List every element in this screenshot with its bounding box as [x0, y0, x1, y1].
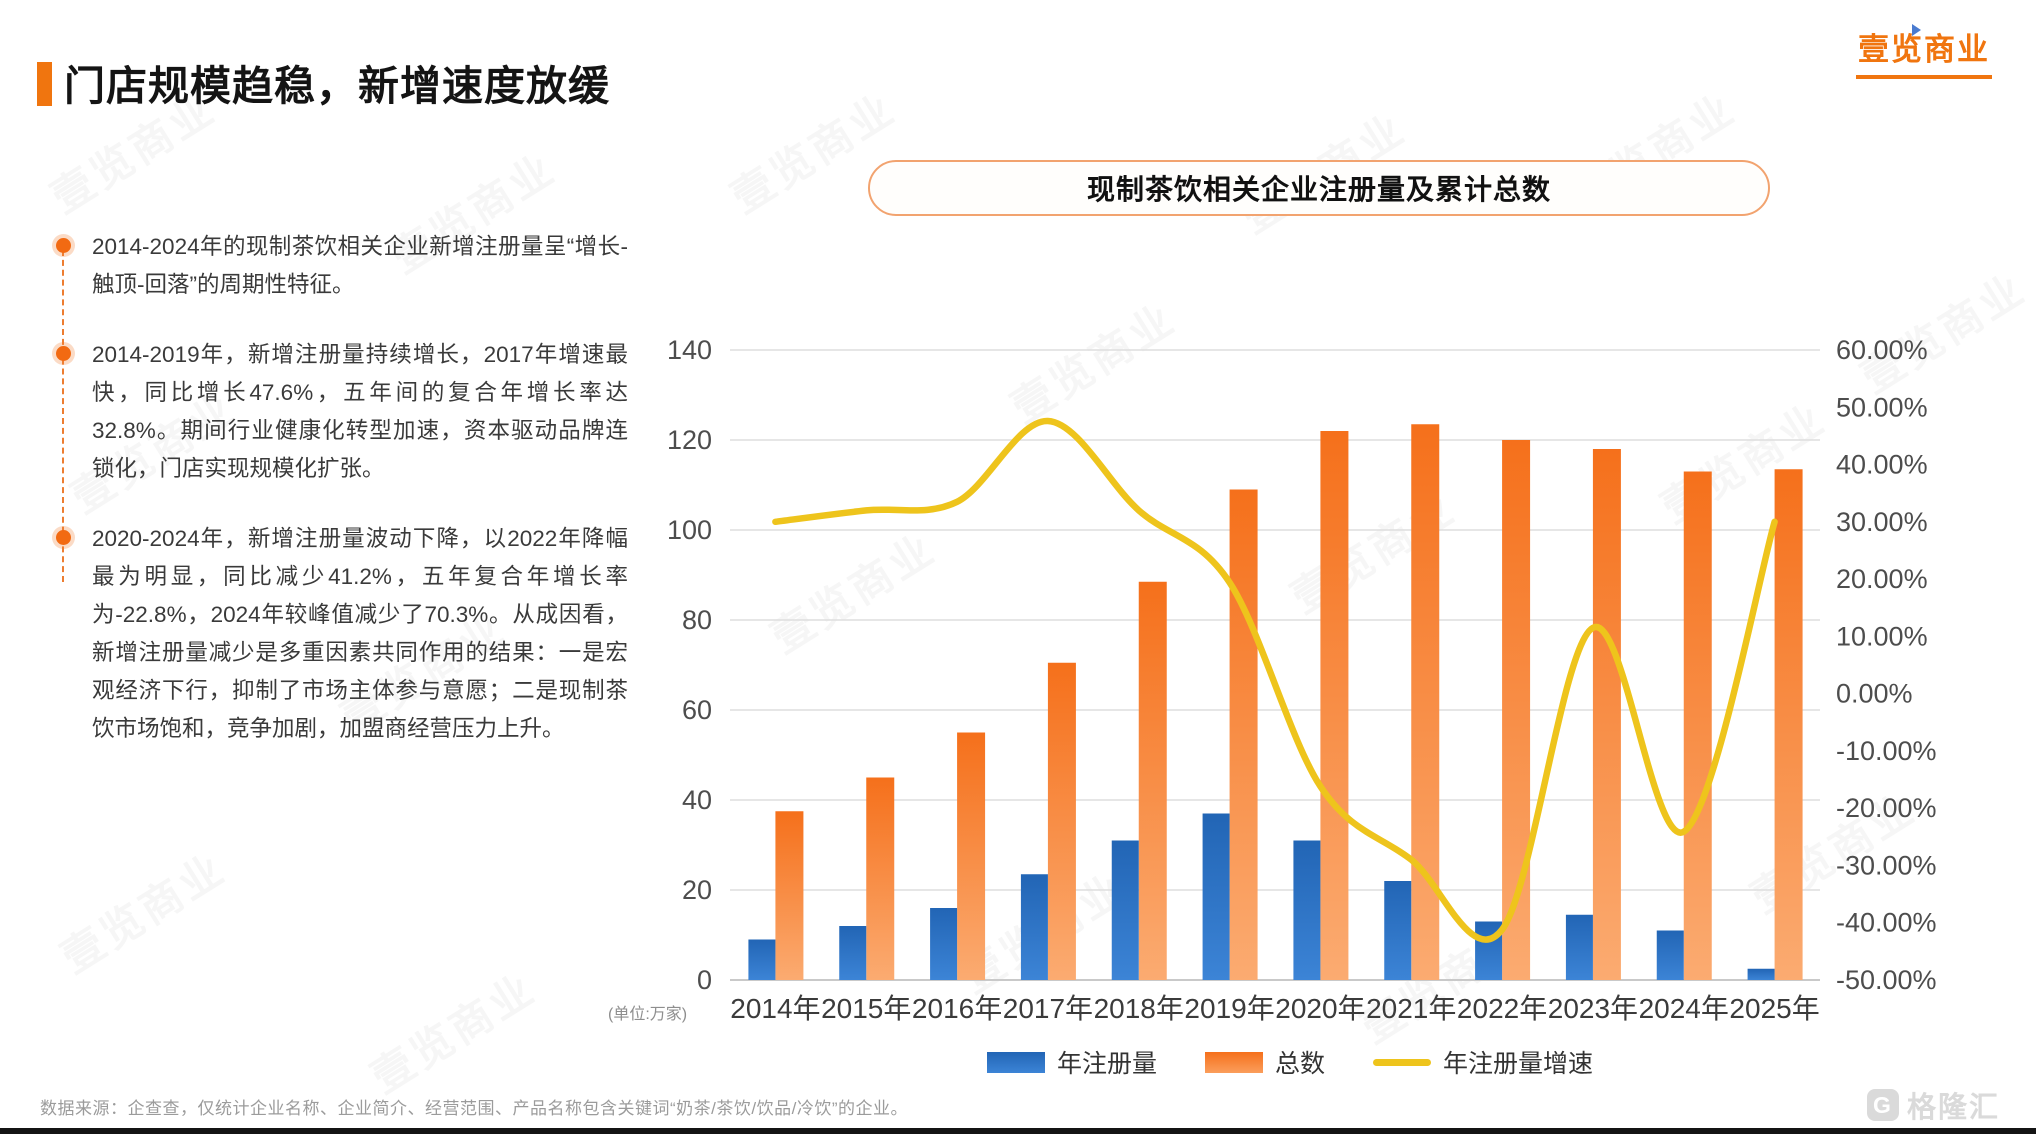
brand-logo-text: 壹览商业 [1858, 32, 1990, 67]
bar-total [1592, 449, 1621, 980]
legend-item-growth: 年注册量增速 [1373, 1044, 1593, 1080]
svg-text:-20.00%: -20.00% [1836, 793, 1937, 823]
bar-annual [1384, 881, 1412, 980]
svg-text:2014年: 2014年 [730, 993, 820, 1024]
svg-text:10.00%: 10.00% [1836, 621, 1928, 651]
svg-text:2016年: 2016年 [912, 993, 1002, 1024]
bar-annual [1293, 840, 1321, 980]
svg-text:2021年: 2021年 [1366, 993, 1456, 1024]
bar-total [775, 811, 804, 980]
chart-title: 现制茶饮相关企业注册量及累计总数 [868, 160, 1770, 216]
svg-text:80: 80 [682, 605, 712, 635]
bar-annual [1656, 930, 1684, 980]
bullet-dot-icon [56, 530, 71, 545]
svg-text:2015年: 2015年 [821, 993, 911, 1024]
growth-line [772, 417, 1778, 943]
gridlines: 0 20 40 60 80 100 120 140 [667, 335, 1820, 995]
bar-total [1229, 489, 1258, 980]
bullet-dot-icon [56, 238, 71, 253]
bar-total [866, 777, 895, 980]
watermark: 壹览商业 [363, 964, 545, 1102]
svg-text:2017年: 2017年 [1003, 993, 1093, 1024]
bottom-edge-bar [0, 1128, 2036, 1134]
combo-chart: 0 20 40 60 80 100 120 140 60.00% 50.00% 40.00% 30.0… [667, 335, 1937, 1024]
svg-text:60: 60 [682, 695, 712, 725]
bars-total [775, 424, 1803, 980]
svg-text:2025年: 2025年 [1729, 993, 1819, 1024]
x-axis-labels: 2014年 2015年 2016年 2017年 2018年 2019年 2020年 2021年… [730, 993, 1819, 1024]
bullet-dot-icon [56, 346, 71, 361]
bar-total [1047, 662, 1076, 980]
bullet-item: 2014-2019年，新增注册量持续增长，2017年增速最快，同比增长47.6%… [56, 336, 628, 488]
bar-annual [839, 926, 867, 980]
svg-text:60.00%: 60.00% [1836, 335, 1928, 365]
bullet-text: 2020-2024年，新增注册量波动下降，以2022年降幅最为明显，同比减少41… [92, 526, 628, 741]
bar-annual [1111, 840, 1139, 980]
legend-label: 总数 [1274, 1050, 1325, 1078]
legend-swatch-annual [986, 1051, 1045, 1073]
bar-annual [1747, 968, 1775, 980]
bullet-item: 2014-2024年的现制茶饮相关企业新增注册量呈“增长-触顶-回落”的周期性特… [56, 228, 628, 304]
title-accent-bar [37, 62, 52, 106]
chart-legend: 年注册量 总数 年注册量增速 [620, 1044, 1960, 1080]
data-source-note: 数据来源：企查查，仅统计企业名称、企业简介、经营范围、产品名称包含关键词“奶茶/… [40, 1099, 908, 1118]
axis-unit-note: (单位:万家) [608, 1006, 688, 1023]
brand-triangle-icon [1912, 24, 1921, 36]
bar-total [1411, 424, 1440, 980]
right-axis-labels: 60.00% 50.00% 40.00% 30.00% 20.00% 10.00% 0.00… [1836, 335, 1937, 995]
watermark: 壹览商业 [53, 844, 235, 982]
svg-text:100: 100 [667, 515, 712, 545]
svg-text:-40.00%: -40.00% [1836, 908, 1937, 938]
svg-text:2018年: 2018年 [1094, 993, 1184, 1024]
svg-text:50.00%: 50.00% [1836, 392, 1928, 422]
svg-text:40.00%: 40.00% [1836, 450, 1928, 480]
svg-text:40: 40 [682, 785, 712, 815]
gelonghui-logo: G 格隆汇 [1866, 1084, 2000, 1126]
bullet-text: 2014-2024年的现制茶饮相关企业新增注册量呈“增长-触顶-回落”的周期性特… [92, 234, 628, 297]
bullet-text: 2014-2019年，新增注册量持续增长，2017年增速最快，同比增长47.6%… [92, 342, 628, 481]
svg-text:2019年: 2019年 [1184, 993, 1274, 1024]
legend-label: 年注册量增速 [1443, 1050, 1594, 1078]
bar-annual [1020, 874, 1048, 980]
legend-label: 年注册量 [1056, 1050, 1157, 1078]
bullet-item: 2020-2024年，新增注册量波动下降，以2022年降幅最为明显，同比减少41… [56, 520, 628, 748]
svg-text:2022年: 2022年 [1457, 993, 1547, 1024]
svg-text:-10.00%: -10.00% [1836, 736, 1937, 766]
svg-text:-30.00%: -30.00% [1836, 850, 1937, 880]
bar-annual [930, 908, 958, 980]
svg-text:30.00%: 30.00% [1836, 507, 1928, 537]
legend-swatch-total [1204, 1051, 1263, 1073]
bar-annual [748, 939, 776, 980]
svg-text:0.00%: 0.00% [1836, 679, 1913, 709]
brand-logo: 壹览商业 [1856, 24, 1992, 79]
svg-text:20.00%: 20.00% [1836, 564, 1928, 594]
bar-total [1138, 581, 1167, 980]
bar-total [1774, 469, 1803, 980]
gelonghui-text: 格隆汇 [1906, 1092, 2000, 1124]
bars-annual [748, 813, 1775, 980]
svg-text:140: 140 [667, 335, 712, 365]
bullet-list: 2014-2024年的现制茶饮相关企业新增注册量呈“增长-触顶-回落”的周期性特… [56, 228, 628, 780]
bar-total [1320, 431, 1349, 980]
legend-item-annual: 年注册量 [986, 1044, 1157, 1080]
svg-text:-50.00%: -50.00% [1836, 965, 1937, 995]
gelonghui-icon: G [1866, 1089, 1899, 1121]
bar-total [1683, 471, 1712, 980]
bar-annual [1202, 813, 1230, 980]
legend-item-total: 总数 [1204, 1044, 1325, 1080]
bullet-timeline [62, 250, 64, 582]
svg-text:2023年: 2023年 [1548, 993, 1638, 1024]
svg-text:120: 120 [667, 425, 712, 455]
svg-text:2024年: 2024年 [1639, 993, 1729, 1024]
legend-swatch-growth-line [1373, 1058, 1431, 1066]
svg-text:2020年: 2020年 [1275, 993, 1365, 1024]
bar-annual [1565, 914, 1593, 980]
bar-total [957, 732, 986, 980]
svg-text:0: 0 [697, 965, 712, 995]
svg-text:20: 20 [682, 875, 712, 905]
page-title: 门店规模趋稳，新增速度放缓 [64, 63, 610, 109]
